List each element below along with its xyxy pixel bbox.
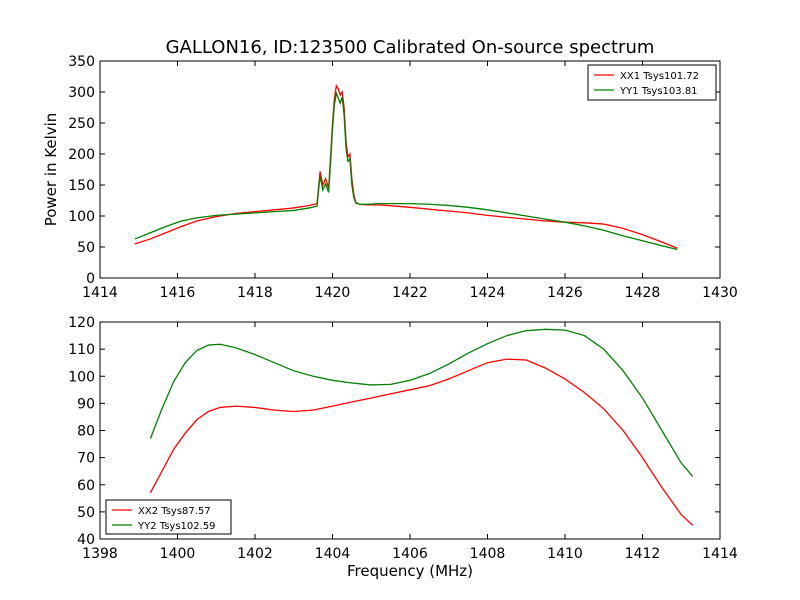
legend-2: XX2 Tsys87.57 YY2 Tsys102.59	[105, 499, 232, 535]
y-tick-label: 350	[68, 54, 95, 70]
y-tick-label: 50	[77, 240, 95, 256]
y-tick-label: 120	[68, 315, 95, 331]
series-line-2-2	[149, 328, 694, 478]
chart-2: 1398 1400 1402 1404 1406 1408 1410 1412 1414 40 50…	[68, 315, 738, 580]
x-tick-label: 1418	[237, 285, 273, 301]
legend-label: XX2 Tsys87.57	[138, 506, 211, 517]
x-tick-label: 1408	[470, 546, 506, 562]
x-tick-label: 1424	[470, 285, 506, 301]
y-tick-label: 200	[68, 147, 95, 163]
series-line-1-2	[134, 90, 678, 251]
y-tick-label: 50	[77, 505, 95, 521]
x-tick-label: 1416	[160, 285, 196, 301]
y-tick-label: 100	[68, 369, 95, 385]
x-tick-label: 1404	[315, 546, 351, 562]
legend-label: XX1 Tsys101.72	[620, 71, 699, 82]
x-tick-label: 1430	[702, 285, 738, 301]
x-tick-label: 1426	[547, 285, 583, 301]
y-tick-label: 300	[68, 85, 95, 101]
legend-box	[105, 499, 232, 535]
x-tick-label: 1398	[82, 546, 118, 562]
y-tick-label: 70	[77, 451, 95, 467]
y-tick-label: 110	[68, 342, 95, 358]
legend-label: YY1 Tsys103.81	[619, 86, 698, 97]
y-tick-label: 0	[86, 271, 95, 287]
y-tick-label: 100	[68, 209, 95, 225]
x-tick-label: 1420	[315, 285, 351, 301]
y-tick-label: 150	[68, 178, 95, 194]
y-tick-label: 90	[77, 396, 95, 412]
chart-title: GALLON16, ID:123500 Calibrated On-source…	[166, 37, 655, 58]
y-tick-label: 40	[77, 532, 95, 548]
legend-1: XX1 Tsys101.72 YY1 Tsys103.81	[587, 64, 717, 101]
x-tick-label: 1422	[392, 285, 428, 301]
y-tick-label: 80	[77, 424, 95, 440]
legend-box	[587, 64, 717, 101]
x-tick-label: 1428	[625, 285, 661, 301]
x-tick-label: 1410	[547, 546, 583, 562]
legend-label: YY2 Tsys102.59	[137, 521, 216, 532]
x-tick-label: 1414	[702, 546, 738, 562]
plot-layer: 1414 1416 1418 1420 1422 1424 1426 1428 14300501…	[42, 37, 738, 580]
y-tick-label: 250	[68, 116, 95, 132]
y-axis-label: Power in Kelvin	[42, 113, 60, 227]
x-tick-label: 1414	[82, 285, 118, 301]
x-tick-label: 1406	[392, 546, 428, 562]
x-axis-label: Frequency (MHz)	[347, 562, 473, 580]
y-tick-label: 60	[77, 478, 95, 494]
chart-1: 1414 1416 1418 1420 1422 1424 1426 1428 1430 0 50 1…	[42, 37, 738, 301]
x-tick-label: 1400	[160, 546, 196, 562]
series-line-2-1	[149, 358, 694, 526]
x-tick-label: 1402	[237, 546, 273, 562]
x-tick-label: 1412	[625, 546, 661, 562]
